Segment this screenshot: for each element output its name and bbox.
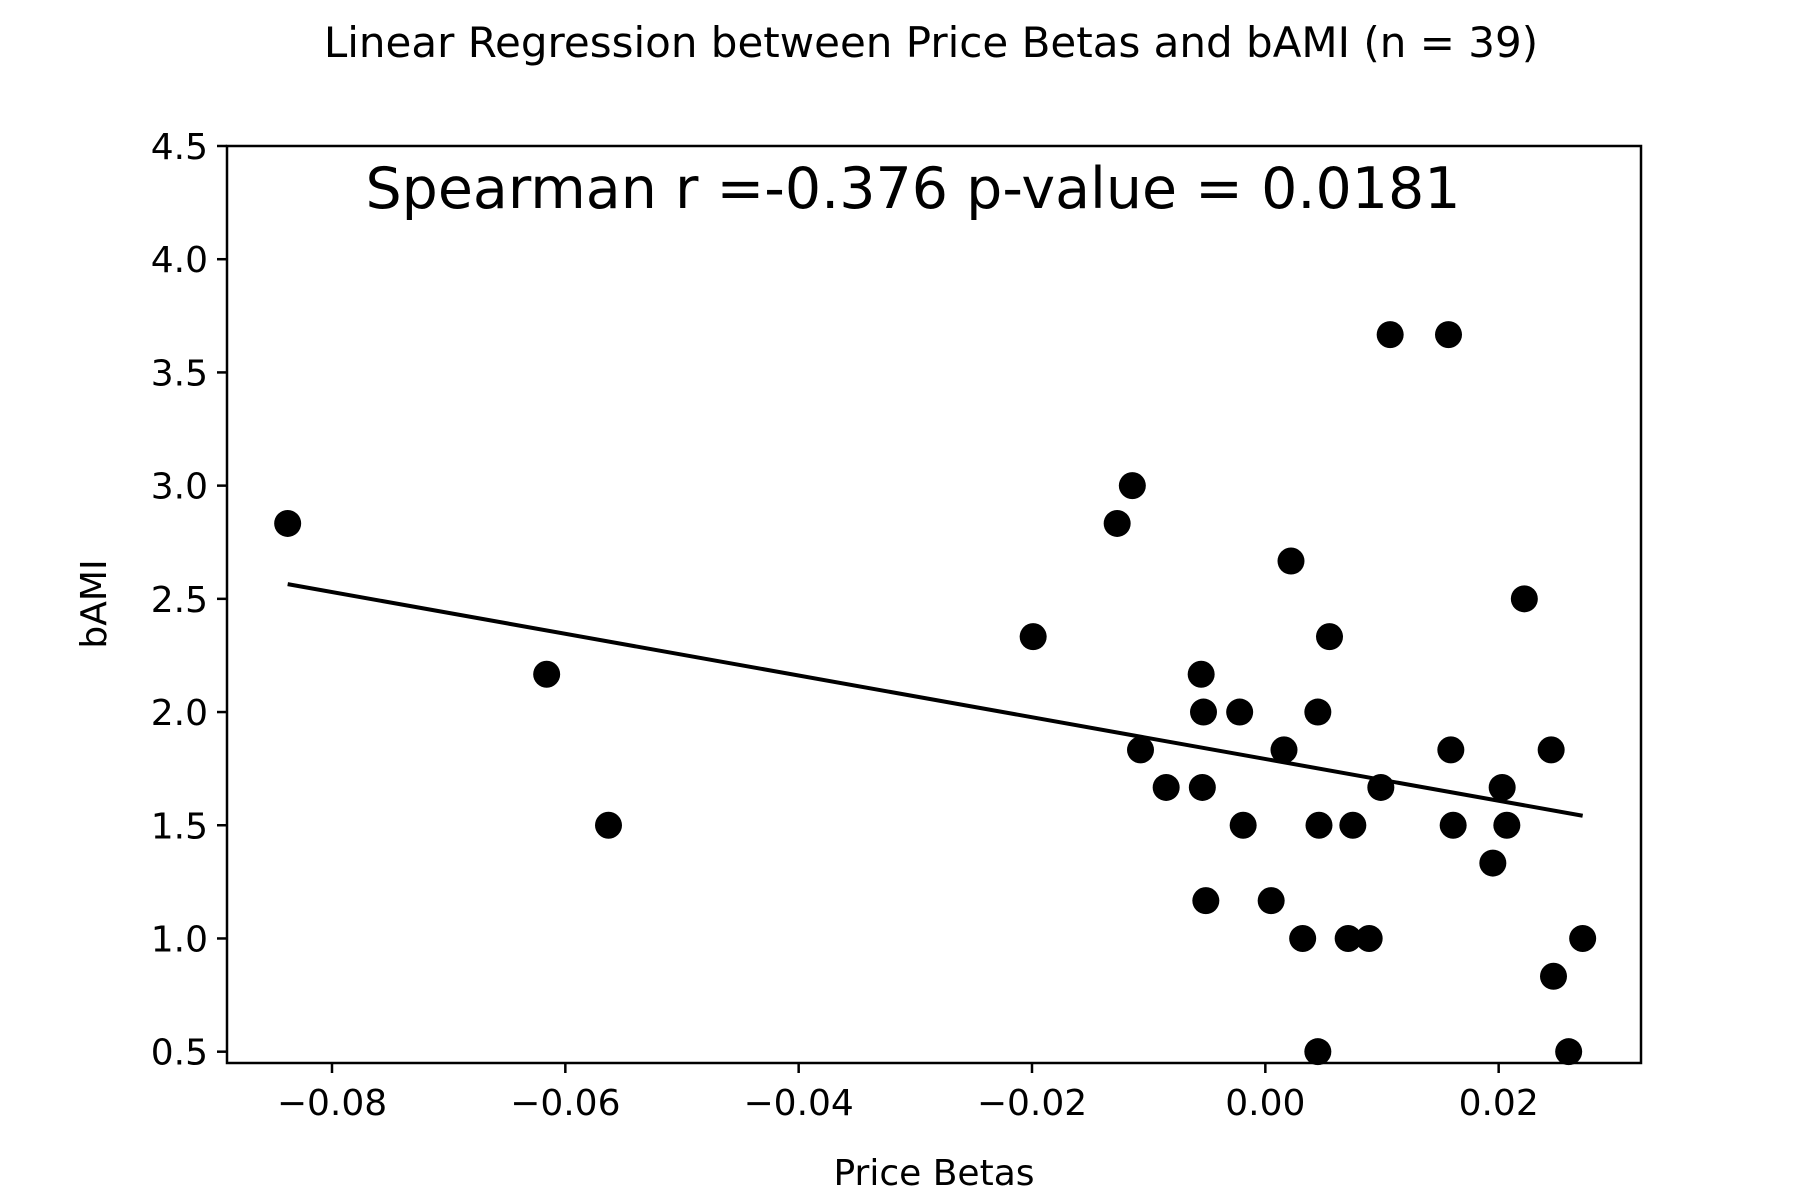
chart-title: Linear Regression between Price Betas an… [324,18,1538,67]
x-tick-label: −0.06 [510,1083,620,1124]
x-tick-label: 0.02 [1459,1083,1539,1124]
x-tick-label: −0.02 [977,1083,1087,1124]
y-tick-label: 3.0 [151,467,208,508]
data-point [1355,924,1383,952]
data-point [1289,924,1317,952]
regression-line [287,582,1584,818]
y-tick-label: 0.5 [151,1033,208,1074]
data-point [1367,773,1395,801]
y-tick-label: 2.5 [151,580,208,621]
data-point [1229,811,1257,839]
data-point [1190,698,1217,726]
data-point [1334,924,1362,952]
x-tick-label: −0.08 [277,1083,387,1124]
data-point [1435,321,1462,349]
y-tick-label: 3.5 [151,353,208,394]
spearman-annotation: Spearman r =-0.376 p-value = 0.0181 [365,156,1460,222]
data-point [533,660,561,688]
x-tick-label: −0.04 [744,1083,854,1124]
x-axis-label: Price Betas [833,1153,1034,1194]
data-point [1537,736,1565,764]
data-point [1339,811,1367,839]
data-point [1316,623,1343,651]
data-point [1257,887,1285,915]
data-point [1555,1038,1583,1066]
data-point [1479,849,1507,877]
x-tick-label: 0.00 [1225,1083,1305,1124]
data-points [274,321,1597,1066]
data-point [1304,698,1332,726]
data-point [1488,773,1516,801]
data-point [1192,887,1220,915]
data-point [1187,660,1215,688]
data-point [1376,321,1404,349]
data-point [1304,1038,1332,1066]
data-point [595,811,622,839]
x-axis-ticks: −0.08 −0.06 −0.04 −0.02 0.00 0.02 [277,1063,1539,1124]
y-tick-label: 4.0 [151,240,208,281]
data-point [1439,811,1467,839]
data-point [1270,736,1298,764]
data-point [1493,811,1521,839]
y-tick-label: 4.5 [151,127,208,168]
data-point [1226,698,1254,726]
data-point [1127,736,1154,764]
data-point [274,509,302,537]
data-point [1305,811,1333,839]
data-point [1277,547,1305,575]
data-point [1118,472,1146,500]
y-tick-label: 2.0 [151,693,208,734]
data-point [1437,736,1465,764]
plot-area-frame [225,144,1643,1065]
data-point [1569,924,1597,952]
y-tick-label: 1.0 [151,919,208,960]
data-point [1019,623,1047,651]
y-tick-label: 1.5 [151,806,208,847]
data-point [1152,773,1180,801]
data-point [1103,509,1131,537]
y-axis-label: bAMI [74,559,115,648]
data-point [1510,585,1538,613]
data-point [1188,773,1216,801]
data-point [1540,962,1567,990]
y-axis-ticks: 0.5 1.0 1.5 2.0 2.5 3.0 3.5 4.0 4.5 [151,127,227,1074]
